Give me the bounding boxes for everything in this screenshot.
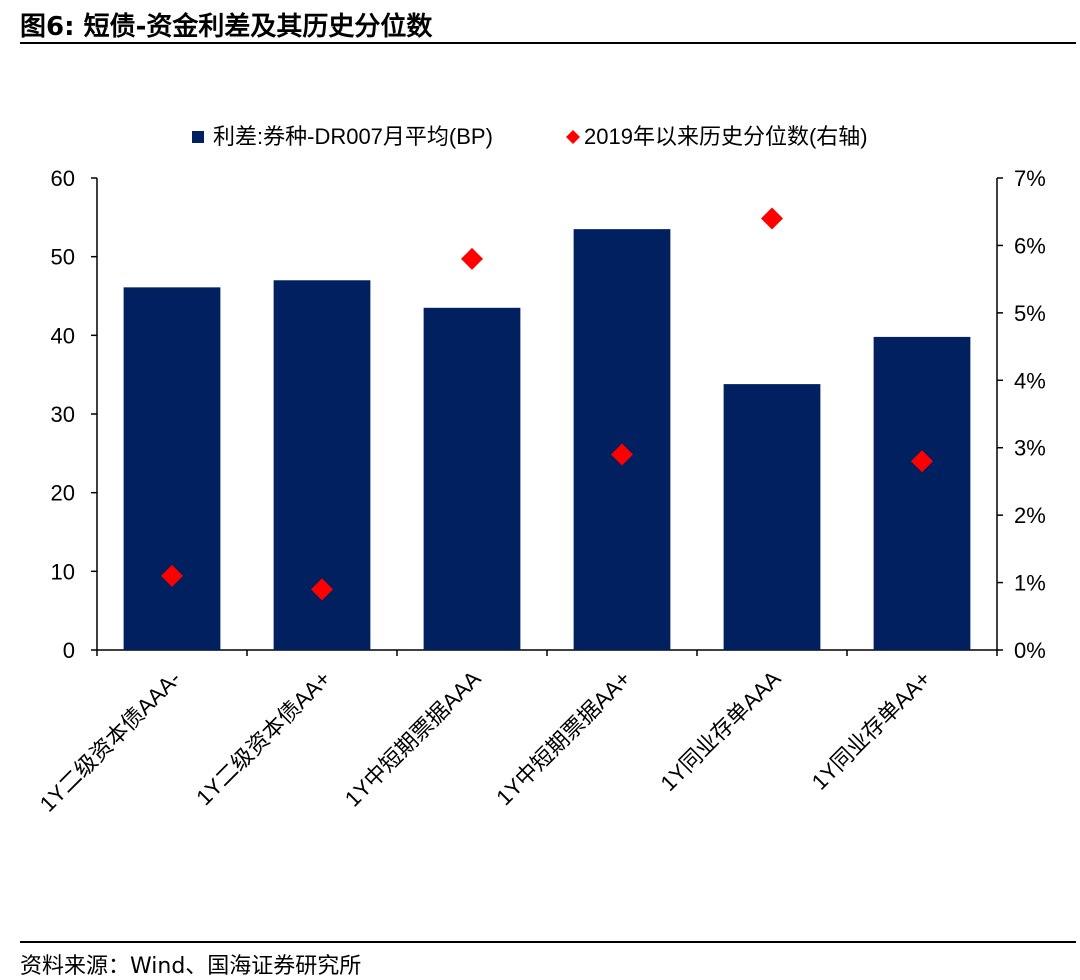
x-tick-label: 1Y中短期票据AA+ [491,666,635,810]
y-right-tick-label: 0% [1014,638,1046,663]
legend-swatch-bars [192,131,204,143]
bar [873,336,971,650]
y-right-tick-label: 6% [1014,233,1046,258]
y-right-tick-label: 2% [1014,503,1046,528]
scatter-point [911,450,933,473]
source-note: 资料来源：Wind、国海证券研究所 [20,954,362,979]
x-tick-label: 1Y同业存单AAA [655,666,785,796]
y-right-tick-label: 5% [1014,301,1046,326]
bar [123,287,221,650]
scatter-point [311,578,333,601]
legend-label-bars: 利差:券种-DR007月平均(BP) [213,124,493,149]
header-rule [20,42,1076,44]
y-left-tick-label: 40 [51,323,75,348]
y-right-tick-label: 3% [1014,436,1046,461]
scatter-point [761,207,783,230]
bar [573,229,671,650]
figure-title-text: 短债-资金利差及其历史分位数 [83,12,433,42]
figure-title: 图6: 短债-资金利差及其历史分位数 [20,6,432,43]
scatter-point [461,247,483,270]
y-left-tick-label: 20 [51,481,75,506]
figure-header: 图6: 短债-资金利差及其历史分位数 [0,0,1080,46]
y-left-tick-label: 60 [51,166,75,191]
legend-swatch-points [566,130,580,144]
scatter-point [161,564,183,587]
y-left-tick-label: 0 [63,638,75,663]
combo-chart: 0 10 20 30 40 50 60 0% 1% 2% 3% 4% 5% 6% 7% 1Y二级资本债AAA-… [35,124,1046,817]
x-tick-label: 1Y二级资本债AA+ [191,666,335,810]
footer-rule [20,941,1076,943]
figure-label: 图6: [20,12,75,42]
y-left-tick-label: 50 [51,245,75,270]
bar [423,307,521,650]
x-tick-label: 1Y中短期票据AAA [340,666,486,812]
x-tick-label: 1Y同业存单AA+ [807,666,936,795]
y-left-tick-label: 30 [51,402,75,427]
y-right-tick-label: 4% [1014,368,1046,393]
bar [723,384,821,650]
legend-label-points: 2019年以来历史分位数(右轴) [584,124,868,149]
scatter-point [611,443,633,466]
y-left-tick-label: 10 [51,559,75,584]
y-right-tick-label: 1% [1014,571,1046,596]
y-right-tick-label: 7% [1014,166,1046,191]
x-tick-label: 1Y二级资本债AAA- [35,666,186,817]
